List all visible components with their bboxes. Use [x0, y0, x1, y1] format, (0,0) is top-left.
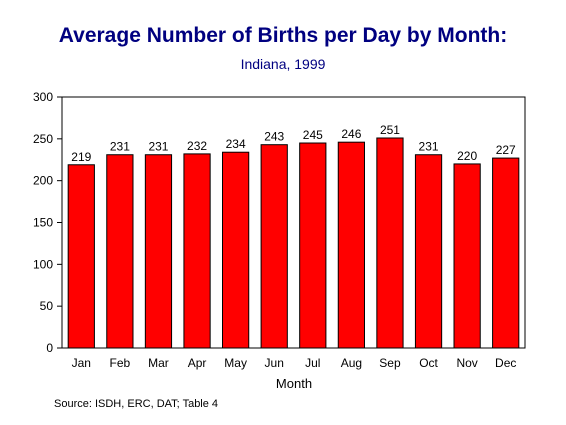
bar-apr [183, 153, 211, 349]
bar-feb [106, 154, 134, 349]
x-tick-label-oct: Oct [419, 356, 438, 370]
x-tick-label-feb: Feb [110, 356, 131, 370]
bar-sep [376, 137, 404, 349]
bar-may [222, 151, 250, 349]
data-label-jan: 219 [71, 150, 91, 164]
bar-dec [492, 157, 520, 349]
bar-jun [260, 144, 288, 349]
bar-aug [337, 141, 365, 349]
bar-oct [414, 154, 443, 349]
y-tick-label: 150 [33, 216, 53, 230]
y-tick-label: 300 [33, 90, 53, 104]
x-tick-label-may: May [224, 356, 247, 370]
y-tick-label: 50 [40, 299, 54, 313]
x-axis: Jan Feb Mar Apr May Jun Jul Aug Sep Oct Nov Dec [72, 356, 517, 370]
x-tick-label-aug: Aug [341, 356, 362, 370]
data-label-may: 234 [226, 137, 246, 151]
chart-title: Average Number of Births per Day by Mont… [58, 24, 508, 47]
y-tick-label: 0 [46, 341, 53, 355]
data-label-jun: 243 [264, 130, 284, 144]
x-tick-label-jun: Jun [265, 356, 284, 370]
x-tick-label-sep: Sep [379, 356, 401, 370]
bar-jul [299, 142, 327, 349]
data-label-aug: 246 [341, 127, 361, 141]
plot-area [61, 96, 526, 349]
data-label-feb: 231 [110, 140, 130, 154]
x-tick-label-nov: Nov [456, 356, 477, 370]
x-tick-label-apr: Apr [188, 356, 207, 370]
bar-nov [453, 163, 481, 349]
x-axis-title: Month [276, 376, 312, 391]
y-tick-label: 200 [33, 174, 53, 188]
data-label-sep: 251 [380, 123, 400, 137]
bars [67, 137, 520, 349]
data-label-dec: 227 [496, 143, 516, 157]
bar-mar [144, 154, 173, 349]
data-label-nov: 220 [457, 149, 477, 163]
data-label-mar: 231 [148, 140, 168, 154]
data-label-apr: 232 [187, 139, 207, 153]
x-tick-label-jul: Jul [305, 356, 320, 370]
data-label-jul: 245 [303, 128, 323, 142]
data-labels: 219 231 231 232 234 243 245 246 251 231 220 227 [71, 123, 516, 164]
bar-jan [67, 164, 95, 349]
x-tick-label-jan: Jan [72, 356, 91, 370]
data-label-oct: 231 [419, 140, 439, 154]
chart-subtitle: Indiana, 1999 [240, 56, 326, 72]
y-tick-label: 100 [33, 257, 53, 271]
source-note: Source: ISDH, ERC, DAT; Table 4 [54, 398, 219, 410]
y-tick-label: 250 [33, 132, 53, 146]
y-axis: 0 50 100 150 200 250 300 [33, 90, 62, 355]
x-tick-label-dec: Dec [495, 356, 516, 370]
x-tick-label-mar: Mar [148, 356, 169, 370]
